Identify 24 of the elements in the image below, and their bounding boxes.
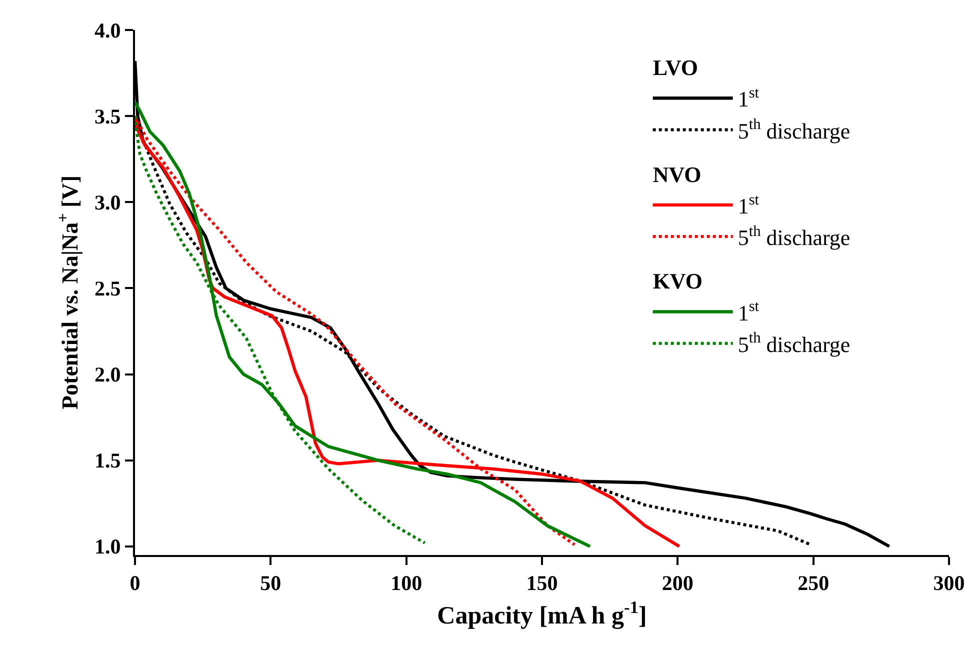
y-tick-label: 1.0: [94, 534, 121, 559]
legend-label: 1$^{st}$: [738, 84, 760, 112]
x-tick-label: 250: [798, 571, 830, 596]
legend-label: 1$^{st}$: [738, 191, 760, 219]
y-tick-label: 4.0: [94, 18, 121, 42]
annotation: NVO: [652, 162, 702, 187]
x-tick-label: 150: [526, 571, 558, 596]
x-tick-label: 200: [662, 571, 694, 596]
legend-label: 5$^{th}$ discharge: [738, 222, 850, 250]
x-tick-label: 300: [933, 571, 965, 596]
y-tick-label: 2.0: [94, 362, 121, 387]
annotation: KVO: [652, 268, 702, 294]
y-tick-label: 1.5: [94, 448, 121, 473]
y-tick-label: 3.5: [94, 104, 121, 128]
x-axis-title: Capacity [mA h g$^{-1}$]: [437, 597, 647, 630]
legend-label: 1$^{st}$: [738, 298, 760, 326]
legend-label: 5$^{th}$ discharge: [738, 330, 850, 357]
annotation: LVO: [652, 55, 698, 80]
x-tick-label: 0: [130, 571, 140, 596]
x-tick-label: 100: [390, 571, 422, 596]
x-tick-label: 50: [260, 571, 282, 596]
y-tick-label: 3.0: [94, 190, 121, 214]
y-tick-label: 2.5: [94, 276, 121, 301]
legend-label: 5$^{th}$ discharge: [738, 116, 850, 144]
